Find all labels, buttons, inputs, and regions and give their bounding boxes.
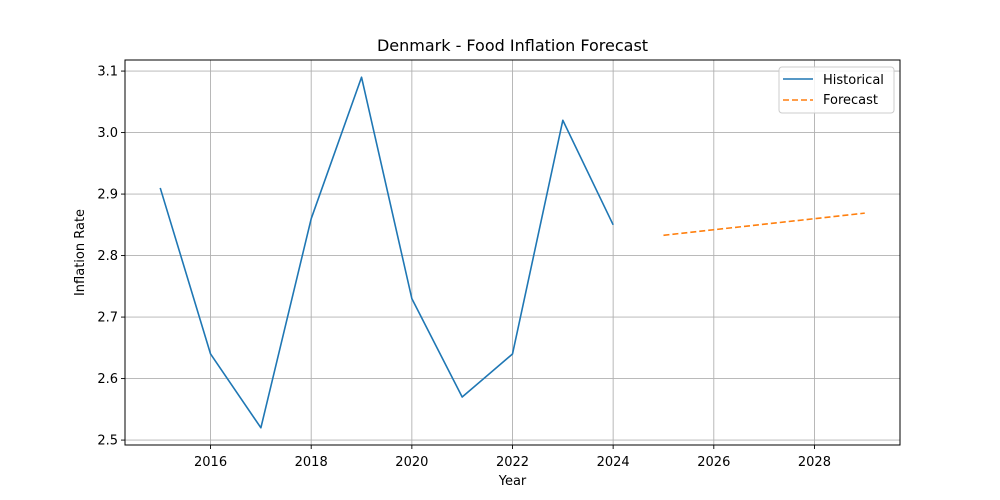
x-tick-label: 2026 <box>697 455 730 470</box>
x-tick-label: 2022 <box>496 455 529 470</box>
x-tick-label: 2018 <box>295 455 328 470</box>
grid <box>125 60 900 445</box>
y-axis-ticks: 2.5 2.6 2.7 2.8 2.9 3.0 3.1 <box>97 65 125 449</box>
x-tick-label: 2024 <box>597 455 630 470</box>
y-tick-label: 2.6 <box>97 372 118 387</box>
legend-label-forecast: Forecast <box>823 93 878 108</box>
series-line-forecast <box>663 212 865 237</box>
y-tick-label: 2.8 <box>97 249 118 264</box>
y-tick-label: 3.0 <box>97 126 118 141</box>
x-axis-label: Year <box>498 474 527 489</box>
y-tick-label: 2.9 <box>97 188 118 203</box>
x-tick-label: 2028 <box>798 455 831 470</box>
y-axis-label: Inflation Rate <box>73 209 88 296</box>
x-tick-label: 2016 <box>194 455 227 470</box>
legend-label-historical: Historical <box>823 73 884 88</box>
x-axis-ticks: 2016 2018 2020 2022 2024 2026 2028 <box>194 445 831 470</box>
legend: Historical Forecast <box>778 66 895 114</box>
y-tick-label: 2.7 <box>97 311 118 326</box>
y-tick-label: 3.1 <box>97 65 118 80</box>
chart-title: Denmark - Food Inflation Forecast <box>377 36 648 55</box>
x-tick-label: 2020 <box>395 455 428 470</box>
series-line-historical <box>159 76 614 429</box>
series-lines <box>159 76 865 429</box>
y-tick-label: 2.5 <box>97 434 118 449</box>
